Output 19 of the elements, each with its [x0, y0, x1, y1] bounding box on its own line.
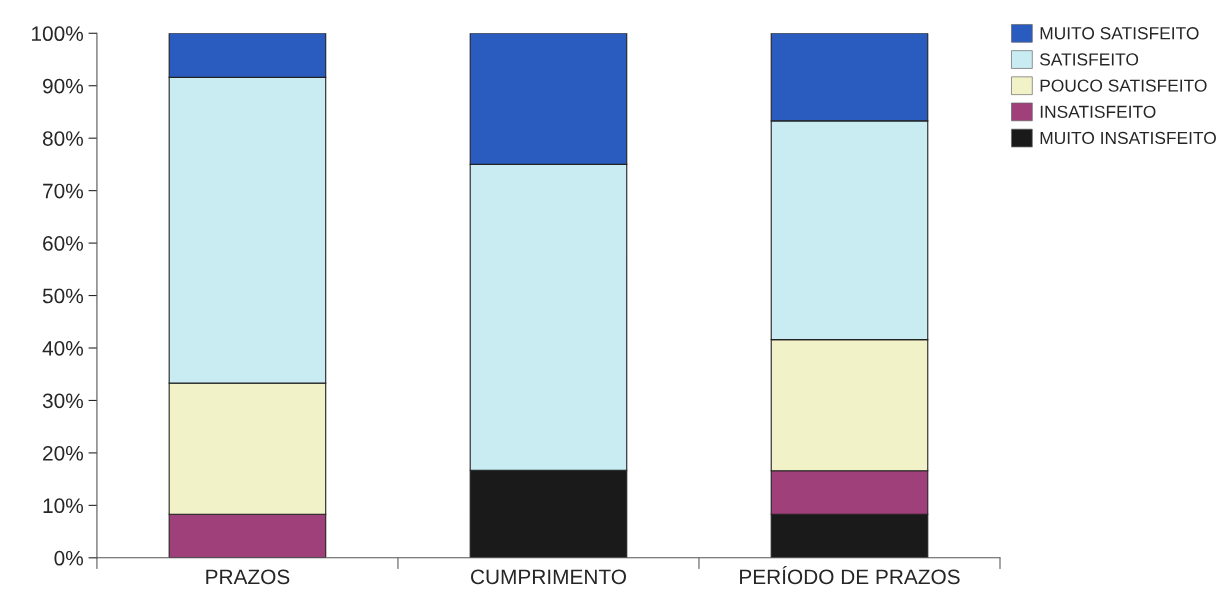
y-tick-label: 70% — [43, 183, 83, 199]
y-tick-label: 0% — [54, 550, 83, 566]
y-tick-label: 80% — [42, 131, 83, 146]
y-tick-label: 30% — [42, 393, 83, 409]
y-tick-label: 40% — [42, 341, 83, 356]
legend-label: MUITO INSATISFEITO — [1040, 131, 1216, 145]
y-tick-label: 10% — [43, 498, 83, 514]
legend-label: MUITO SATISFEITO — [1040, 27, 1199, 40]
y-tick-label: 100% — [32, 26, 83, 42]
y-tick-label: 20% — [43, 445, 83, 461]
x-tick-label: PERÍODO DE PRAZOS — [740, 565, 960, 585]
x-tick-label: CUMPRIMENTO — [471, 569, 626, 585]
legend-label: SATISFEITO — [1040, 53, 1139, 66]
legend-label: POUCO SATISFEITO — [1040, 79, 1207, 92]
x-tick-label: PRAZOS — [206, 569, 290, 585]
legend-label: INSATISFEITO — [1040, 105, 1156, 118]
y-tick-label: 90% — [43, 78, 83, 94]
y-tick-label: 50% — [42, 288, 83, 304]
y-tick-label: 60% — [43, 236, 83, 251]
